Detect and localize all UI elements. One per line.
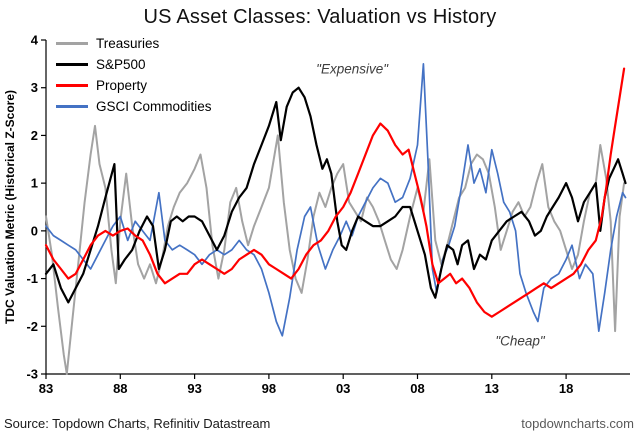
x-tick-label: 08 (410, 381, 424, 396)
y-axis-title: TDC Valuation Metric (Historical Z-Score… (3, 90, 17, 324)
legend-item-gsci-commodities: GSCI Commodities (56, 96, 212, 117)
x-tick-label: 03 (336, 381, 350, 396)
y-tick-label: 0 (31, 223, 38, 238)
y-tick-label: 3 (31, 80, 38, 95)
legend-label-gsci-commodities: GSCI Commodities (96, 99, 212, 114)
series-line-property (44, 67, 626, 318)
y-tick-label: -1 (26, 271, 38, 286)
legend: Treasuries S&P500 Property GSCI Commodities (56, 33, 212, 117)
legend-item-property: Property (56, 75, 212, 96)
series-line-treasuries (45, 124, 626, 375)
y-tick-label: 1 (31, 176, 38, 191)
x-tick-label: 13 (485, 381, 499, 396)
legend-label-property: Property (96, 78, 148, 93)
x-tick-label: 93 (187, 381, 201, 396)
legend-item-s-p500: S&P500 (56, 54, 212, 75)
legend-swatch-s-p500 (56, 63, 88, 66)
legend-label-s-p500: S&P500 (96, 57, 146, 72)
legend-item-treasuries: Treasuries (56, 33, 212, 54)
x-tick-label: 98 (262, 381, 276, 396)
y-tick-label: 4 (31, 33, 39, 48)
legend-swatch-gsci-commodities (56, 105, 88, 108)
x-tick-label: 18 (559, 381, 573, 396)
x-tick-label: 83 (39, 381, 53, 396)
legend-swatch-property (56, 84, 88, 87)
y-tick-label: -3 (26, 367, 38, 382)
y-tick-label: -2 (26, 319, 38, 334)
source-note: Source: Topdown Charts, Refinitiv Datast… (4, 416, 271, 431)
y-tick-label: 2 (31, 128, 38, 143)
legend-label-treasuries: Treasuries (96, 36, 160, 51)
x-tick-label: 88 (113, 381, 127, 396)
legend-swatch-treasuries (56, 42, 88, 45)
annotation-cheap: "Cheap" (495, 333, 546, 348)
website-note: topdowncharts.com (521, 416, 634, 431)
chart-title: US Asset Classes: Valuation vs History (143, 6, 497, 28)
footer: Source: Topdown Charts, Refinitiv Datast… (0, 416, 640, 431)
series-line-s-p500 (44, 86, 627, 304)
annotation-expensive: "Expensive" (316, 61, 389, 76)
